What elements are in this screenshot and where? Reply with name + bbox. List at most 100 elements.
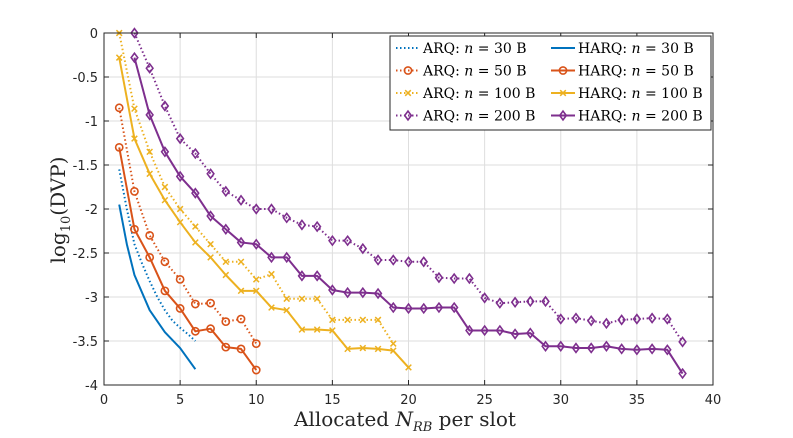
data-point xyxy=(449,301,459,314)
data-point xyxy=(374,316,382,324)
data-point xyxy=(206,324,215,334)
data-point xyxy=(175,132,185,145)
data-point xyxy=(632,313,642,325)
data-point xyxy=(404,256,413,268)
data-point xyxy=(146,170,154,178)
data-point xyxy=(191,147,200,160)
legend-label: ARQ: n = 100 B xyxy=(422,86,535,102)
data-point xyxy=(313,295,321,303)
data-point xyxy=(192,223,199,230)
legend-marker xyxy=(404,89,412,97)
data-point xyxy=(328,284,337,296)
x-tick-label: 25 xyxy=(476,393,493,408)
x-axis-label: Allocated NRB per slot xyxy=(293,407,516,435)
legend-entry: HARQ: n = 30 B xyxy=(551,41,694,57)
series-line-arq-50b xyxy=(118,107,258,345)
data-point xyxy=(617,343,626,355)
y-axis-label: log10(DVP) xyxy=(46,157,74,264)
data-point xyxy=(130,224,139,234)
y-tick-label: -4 xyxy=(85,379,98,394)
data-point xyxy=(175,170,185,183)
legend-box xyxy=(389,35,712,131)
legend-entry: HARQ: n = 100 B xyxy=(551,86,703,102)
data-point xyxy=(160,286,170,296)
data-point xyxy=(647,343,657,355)
data-point xyxy=(449,272,459,285)
data-point xyxy=(344,345,351,353)
legend-label: ARQ: n = 200 B xyxy=(422,109,535,125)
data-point xyxy=(388,254,398,266)
data-point xyxy=(114,142,124,152)
data-point xyxy=(556,313,566,325)
data-point xyxy=(115,54,123,61)
x-tick-label: 40 xyxy=(705,393,722,408)
data-point xyxy=(359,344,367,352)
legend-label: ARQ: n = 30 B xyxy=(422,41,527,57)
series-harq-200b xyxy=(130,51,687,380)
data-point xyxy=(176,205,184,213)
data-point xyxy=(251,203,261,215)
data-point xyxy=(495,297,505,309)
y-tick-label: -2 xyxy=(85,203,98,218)
data-point xyxy=(251,365,261,375)
data-point xyxy=(328,234,337,247)
data-point xyxy=(146,148,154,156)
data-point xyxy=(344,316,351,324)
data-point xyxy=(283,295,291,303)
y-tick-label: -2.5 xyxy=(73,247,98,262)
y-tick-label: -3 xyxy=(85,291,98,306)
legend-marker xyxy=(558,66,568,75)
data-point xyxy=(145,230,155,240)
y-tick-label: -3.5 xyxy=(73,335,98,350)
x-tick-label: 5 xyxy=(176,393,184,408)
data-point xyxy=(268,304,275,311)
x-tick-label: 0 xyxy=(100,393,108,408)
legend-entry: ARQ: n = 200 B xyxy=(396,109,535,125)
data-point xyxy=(268,270,275,278)
x-tick-label: 20 xyxy=(400,393,417,408)
data-point xyxy=(678,336,687,348)
series-line-harq-30b xyxy=(118,204,197,370)
data-point xyxy=(206,298,215,308)
data-point xyxy=(190,326,200,336)
data-point xyxy=(556,340,566,353)
data-point xyxy=(131,105,138,113)
data-point xyxy=(329,316,336,324)
series-line-harq-200b xyxy=(133,57,684,375)
data-point xyxy=(373,287,383,300)
data-point xyxy=(571,312,581,324)
data-point xyxy=(389,347,397,355)
data-point xyxy=(526,327,535,339)
data-point xyxy=(343,234,352,247)
data-point xyxy=(207,240,214,248)
data-point xyxy=(373,254,383,266)
data-point xyxy=(237,287,245,295)
y-tick-label: -1 xyxy=(85,115,98,130)
data-point xyxy=(251,339,261,349)
data-point xyxy=(221,342,231,352)
data-point xyxy=(206,168,215,180)
data-point xyxy=(236,314,246,324)
data-point xyxy=(404,302,413,315)
data-point xyxy=(222,258,230,266)
data-point xyxy=(145,62,154,74)
data-point xyxy=(130,186,139,196)
legend-entry: ARQ: n = 100 B xyxy=(396,86,535,102)
legend-label: HARQ: n = 200 B xyxy=(578,109,703,125)
data-point xyxy=(130,51,139,64)
data-point xyxy=(283,306,291,314)
data-point xyxy=(237,258,245,266)
data-point xyxy=(222,271,230,279)
legend-label: ARQ: n = 50 B xyxy=(422,64,527,80)
legend-label: HARQ: n = 30 B xyxy=(578,41,694,57)
data-point xyxy=(329,327,336,334)
data-point xyxy=(419,302,429,315)
data-point xyxy=(236,344,246,354)
y-tick-label: -1.5 xyxy=(73,159,98,174)
data-point xyxy=(313,326,321,333)
data-point xyxy=(160,257,170,267)
data-point xyxy=(252,276,260,283)
data-point xyxy=(434,271,444,284)
series-line-harq-100b xyxy=(118,57,410,369)
